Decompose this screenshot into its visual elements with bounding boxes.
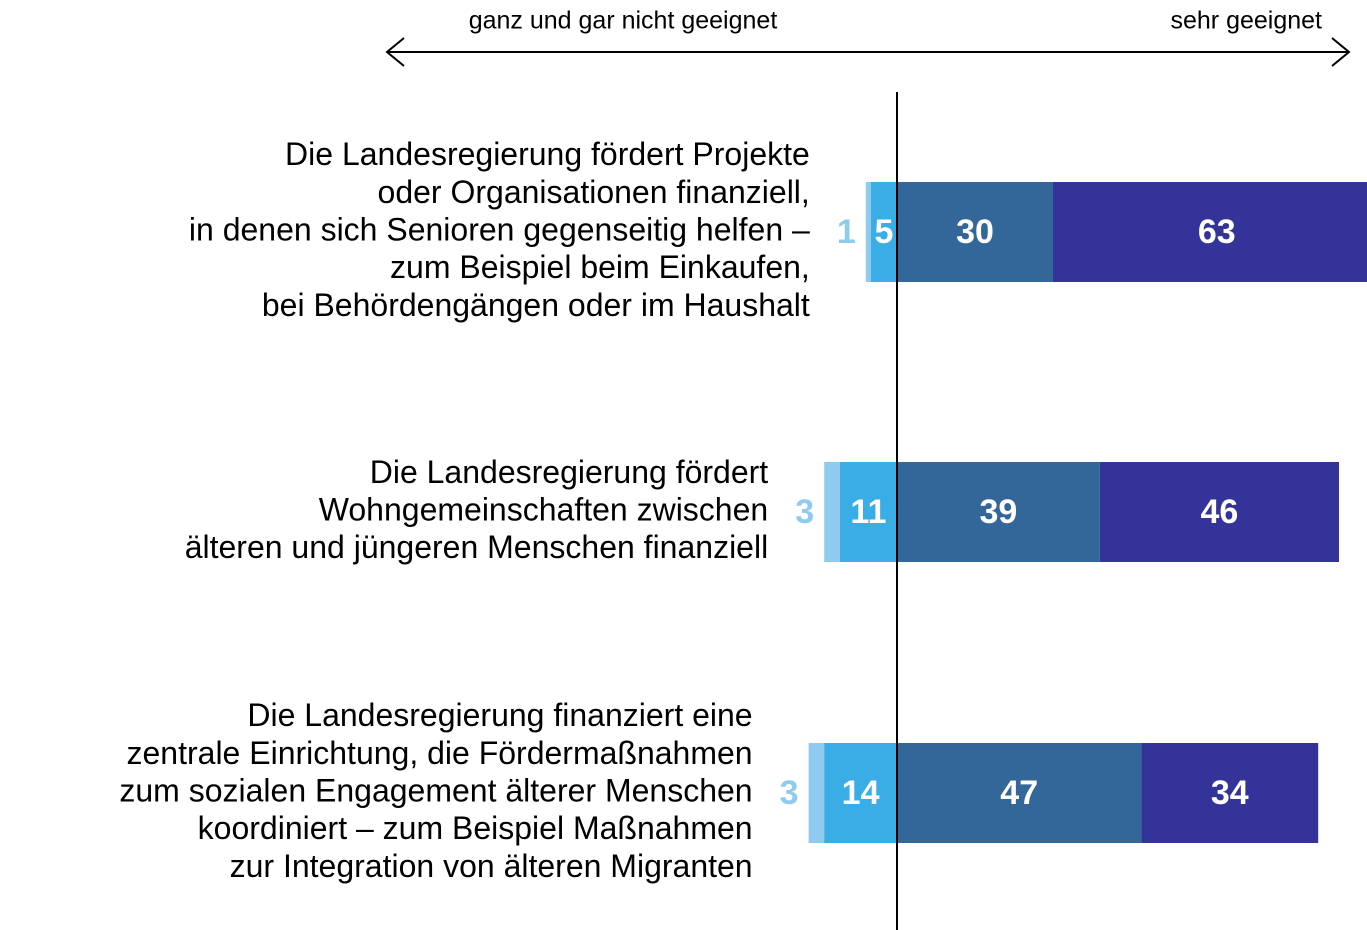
- category-label: Die Landesregierung fördert: [370, 454, 769, 490]
- value-label: 3: [780, 774, 799, 812]
- category-label: Wohngemeinschaften zwischen: [319, 491, 768, 527]
- category-label: Die Landesregierung fördert Projekte: [285, 136, 810, 172]
- value-label: 11: [850, 493, 886, 531]
- bar-segment: [1053, 182, 1367, 282]
- bar-segment: [897, 182, 1053, 282]
- category-label: älteren und jüngeren Menschen finanziell: [185, 529, 769, 565]
- category-label: Die Landesregierung finanziert eine: [247, 697, 752, 733]
- bar-segment: [839, 462, 897, 562]
- value-label: 14: [842, 774, 880, 812]
- bar-segment: [808, 743, 825, 843]
- bar-segment: [897, 462, 1100, 562]
- category-label: zur Integration von älteren Migranten: [230, 848, 753, 884]
- bar-segment: [871, 182, 897, 282]
- bar-segment: [824, 743, 897, 843]
- value-label: 3: [795, 493, 814, 531]
- bar-segment: [1141, 743, 1319, 843]
- value-label: 30: [956, 213, 994, 251]
- value-label: 5: [875, 213, 894, 251]
- axis-left-label: ganz und gar nicht geeignet: [469, 7, 778, 35]
- category-label: bei Behördengängen oder im Haushalt: [262, 287, 810, 323]
- bar-segment: [897, 743, 1142, 843]
- value-label: 39: [979, 493, 1017, 531]
- bar-segment: [865, 182, 871, 282]
- value-label: 47: [1000, 774, 1038, 812]
- value-label: 34: [1211, 774, 1249, 812]
- axis-right-label: sehr geeignet: [1170, 7, 1322, 35]
- value-label: 46: [1200, 493, 1238, 531]
- value-label: 63: [1198, 213, 1236, 251]
- bar-segment: [824, 462, 840, 562]
- value-label: 1: [837, 213, 856, 251]
- category-label: zentrale Einrichtung, die Fördermaßnahme…: [127, 735, 753, 771]
- category-label: koordiniert – zum Beispiel Maßnahmen: [198, 810, 753, 846]
- scale-arrow: [385, 37, 1351, 67]
- category-label: zum Beispiel beim Einkaufen,: [390, 249, 810, 285]
- bar-segment: [1099, 462, 1339, 562]
- category-label: zum sozialen Engagement älterer Menschen: [119, 772, 752, 808]
- category-label: in denen sich Senioren gegenseitig helfe…: [189, 211, 810, 247]
- category-label: oder Organisationen finanziell,: [378, 174, 810, 210]
